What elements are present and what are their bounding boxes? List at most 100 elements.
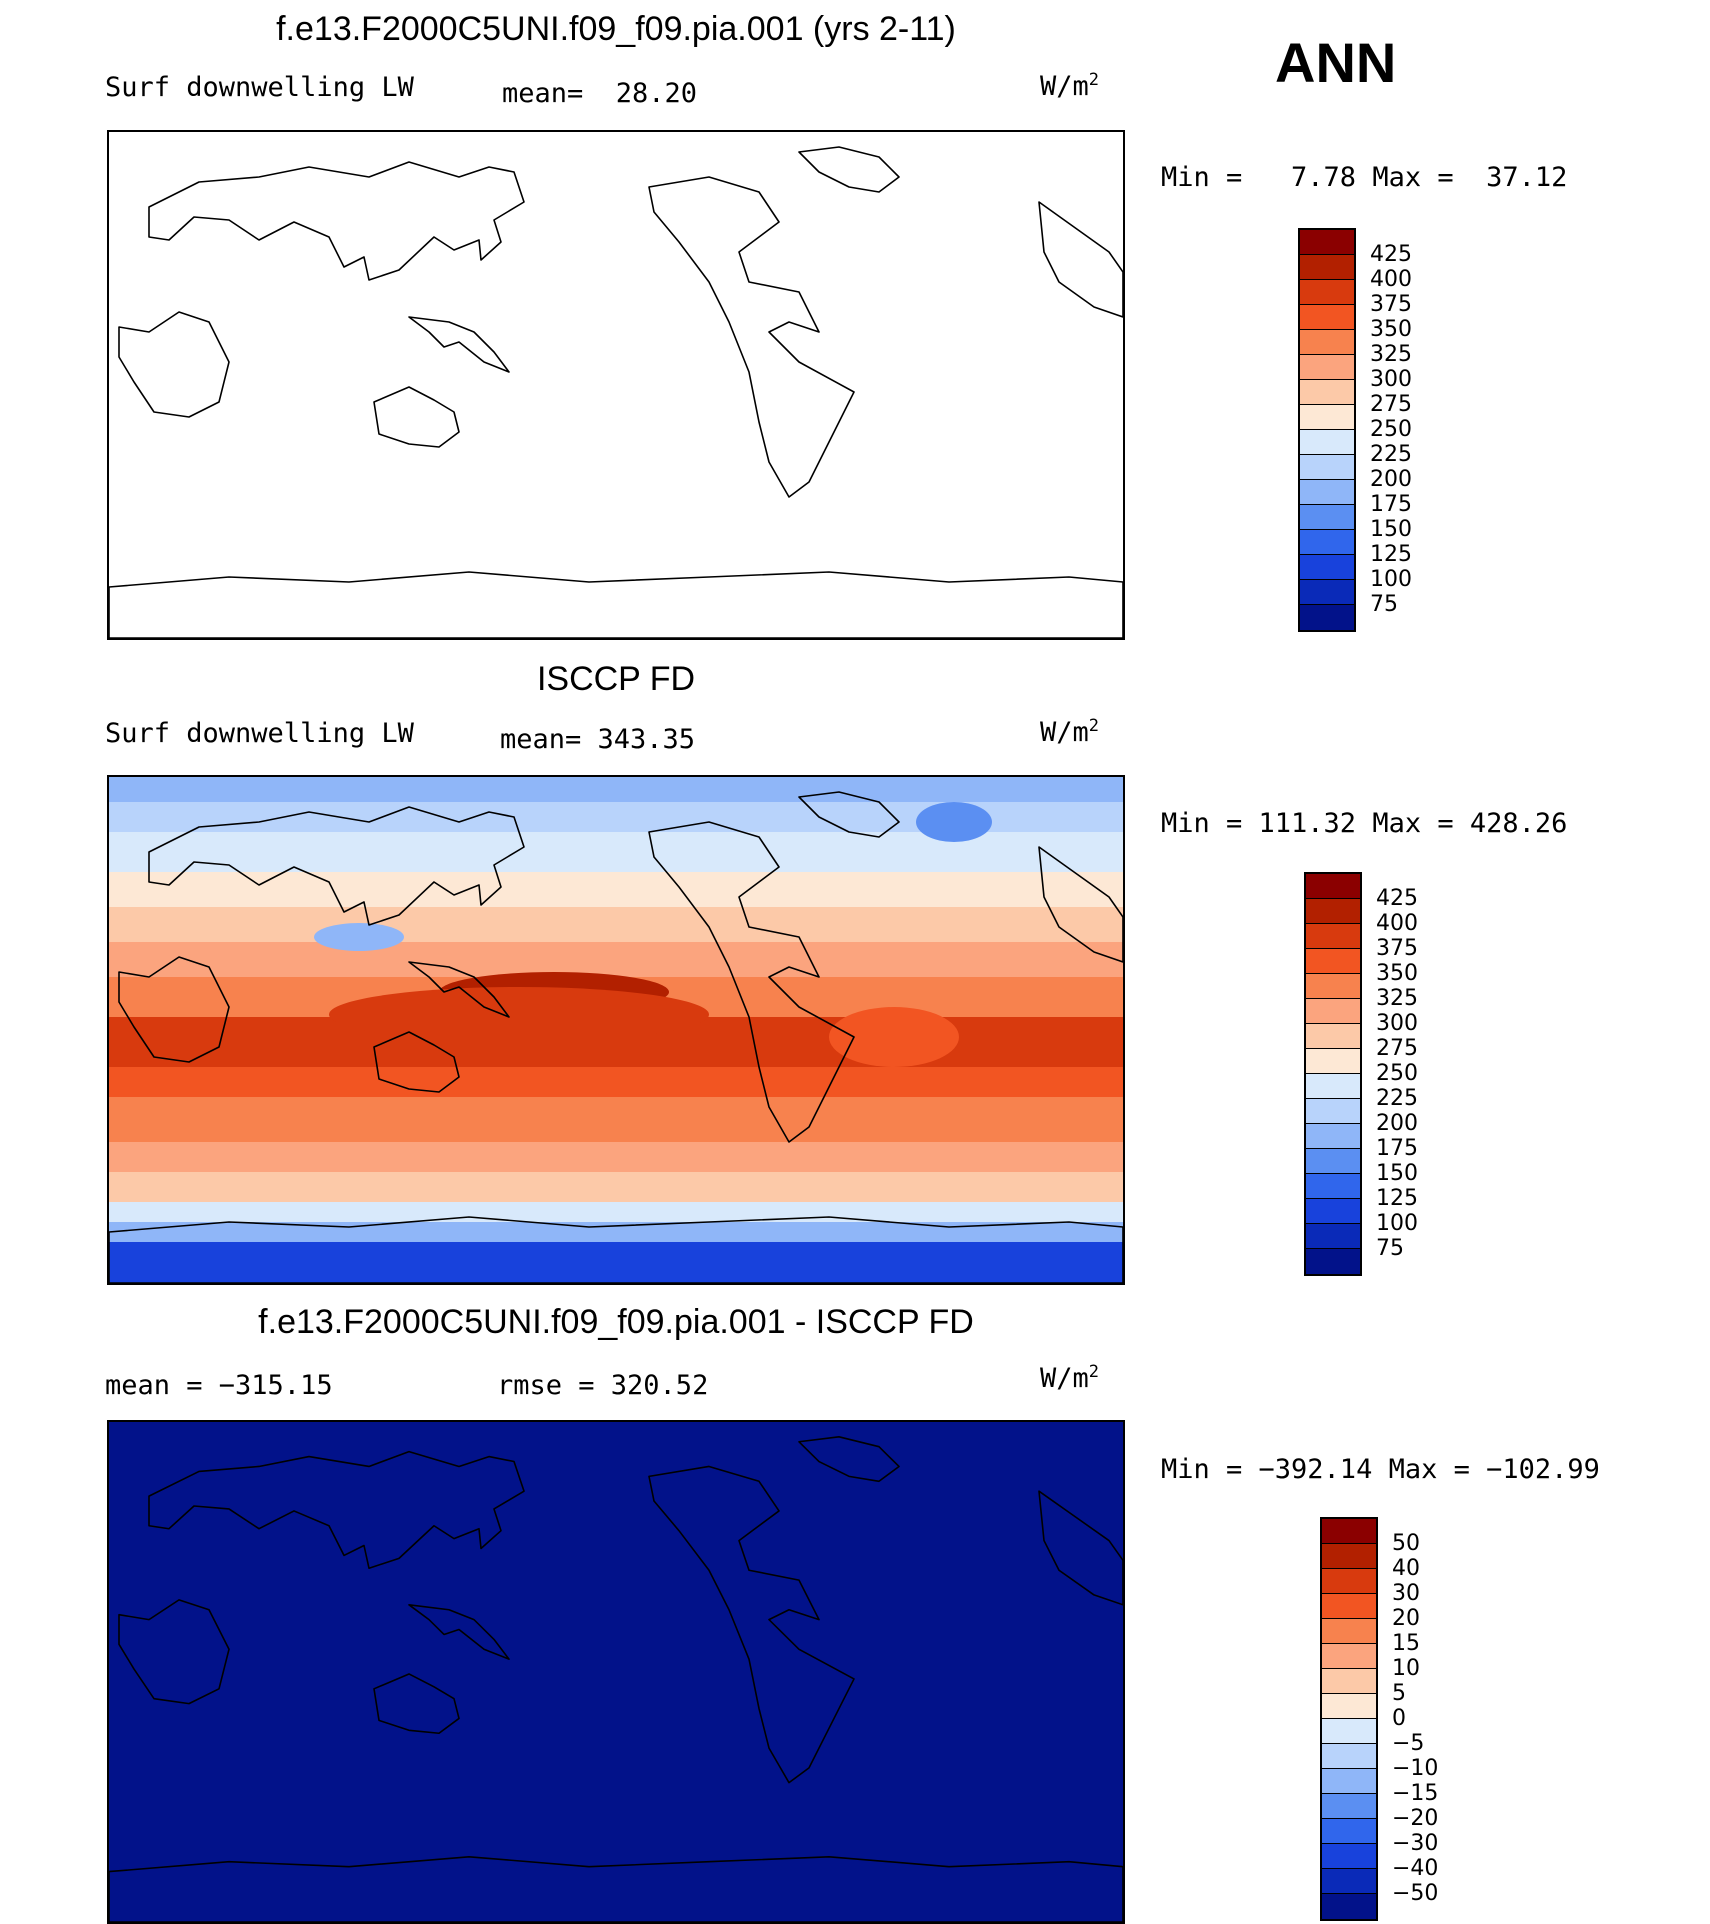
panel-3-colorbar-swatch bbox=[1322, 1769, 1376, 1794]
panel-1-mean-label: mean= 28.20 bbox=[502, 78, 698, 109]
contour-band bbox=[109, 1202, 1123, 1222]
coastline bbox=[118, 1599, 230, 1705]
panel-2-colorbar-swatch bbox=[1306, 874, 1360, 899]
coastline bbox=[148, 806, 525, 926]
panel-1-colorbar-swatches bbox=[1298, 228, 1356, 632]
panel-3-colorbar-tick-label: 50 bbox=[1392, 1531, 1420, 1556]
panel-1-colorbar-tick-label: 100 bbox=[1370, 567, 1412, 592]
panel-3-colorbar-tick-label: −15 bbox=[1392, 1781, 1439, 1806]
panel-2-variable-label: Surf downwelling LW bbox=[105, 718, 414, 749]
contour-band bbox=[109, 907, 1123, 942]
panel-3-mean-label: mean = −315.15 bbox=[105, 1370, 333, 1401]
panel-1-colorbar-swatch bbox=[1300, 380, 1354, 405]
panel-2-colorbar-tick-label: 425 bbox=[1376, 886, 1418, 911]
panel-2-colorbar-tick-label: 200 bbox=[1376, 1111, 1418, 1136]
difference-fill bbox=[109, 1422, 1123, 1922]
panel-1-colorbar-swatch bbox=[1300, 330, 1354, 355]
coastline bbox=[373, 1031, 460, 1093]
panel-2-colorbar-tick-label: 250 bbox=[1376, 1061, 1418, 1086]
panel-3-colorbar-swatch bbox=[1322, 1844, 1376, 1869]
panel-2-colorbar-swatches bbox=[1304, 872, 1362, 1276]
panel-1-colorbar-tick-label: 250 bbox=[1370, 417, 1412, 442]
panel-2-colorbar-tick-label: 400 bbox=[1376, 911, 1418, 936]
panel-1-colorbar-tick-label: 225 bbox=[1370, 442, 1412, 467]
panel-1-colorbar-tick-label: 400 bbox=[1370, 267, 1412, 292]
panel-2-minmax: Min = 111.32 Max = 428.26 bbox=[1161, 808, 1568, 839]
panel-1-colorbar-swatch bbox=[1300, 280, 1354, 305]
panel-2-map bbox=[107, 775, 1125, 1285]
panel-2-colorbar-tick-label: 325 bbox=[1376, 986, 1418, 1011]
panel-1-colorbar-tick-label: 175 bbox=[1370, 492, 1412, 517]
panel-1-colorbar-tick-label: 375 bbox=[1370, 292, 1412, 317]
panel-2-colorbar: 425 400 375 350 325 300 275 250 225 200 175 150 125 1… bbox=[1304, 872, 1418, 1276]
panel-2-colorbar-swatch bbox=[1306, 1049, 1360, 1074]
panel-1-colorbar-swatch bbox=[1300, 455, 1354, 480]
panel-3-colorbar-tick-label: 15 bbox=[1392, 1631, 1420, 1656]
panel-3-minmax: Min = −392.14 Max = −102.99 bbox=[1161, 1454, 1600, 1485]
panel-1-colorbar-tick-label: 300 bbox=[1370, 367, 1412, 392]
contour-feature bbox=[329, 987, 709, 1042]
coastline bbox=[798, 1436, 900, 1483]
panel-1-map-svg bbox=[109, 146, 1123, 638]
panel-2-colorbar-swatch bbox=[1306, 1099, 1360, 1124]
panel-1-colorbar-swatch bbox=[1300, 530, 1354, 555]
panel-3-colorbar-tick-label: 30 bbox=[1392, 1581, 1420, 1606]
coastline bbox=[798, 146, 900, 193]
panel-2-colorbar-tick-label: 375 bbox=[1376, 936, 1418, 961]
coastline bbox=[373, 386, 460, 448]
coastline bbox=[148, 1450, 525, 1570]
panel-1-colorbar-swatch bbox=[1300, 430, 1354, 455]
panel-3-colorbar-swatch bbox=[1322, 1544, 1376, 1569]
panel-2-title: ISCCP FD bbox=[536, 660, 696, 698]
panel-3-colorbar-swatch bbox=[1322, 1519, 1376, 1544]
panel-1-colorbar-swatch bbox=[1300, 230, 1354, 255]
panel-1-colorbar-swatch bbox=[1300, 355, 1354, 380]
panel-2-colorbar-swatch bbox=[1306, 1024, 1360, 1049]
panel-3-colorbar-swatch bbox=[1322, 1569, 1376, 1594]
panel-2-colorbar-swatch bbox=[1306, 924, 1360, 949]
coastline bbox=[109, 571, 1123, 638]
panel-2-colorbar-tick-label: 150 bbox=[1376, 1161, 1418, 1186]
panel-1-colorbar-tick-label: 75 bbox=[1370, 592, 1398, 617]
panel-1-colorbar-swatch bbox=[1300, 555, 1354, 580]
panel-2-colorbar-swatch bbox=[1306, 1149, 1360, 1174]
panel-3-colorbar-swatch bbox=[1322, 1894, 1376, 1919]
panel-3-colorbar-tick-label: −10 bbox=[1392, 1756, 1439, 1781]
panel-3-colorbar-swatch bbox=[1322, 1644, 1376, 1669]
panel-2-colorbar-swatch bbox=[1306, 1124, 1360, 1149]
coastline bbox=[798, 791, 900, 838]
panel-3-colorbar-tick-label: −40 bbox=[1392, 1856, 1439, 1881]
tibet-low bbox=[314, 923, 404, 951]
panel-1-colorbar-swatch bbox=[1300, 255, 1354, 280]
panel-3-colorbar-tick-label: 5 bbox=[1392, 1681, 1406, 1706]
panel-3-colorbar-swatch bbox=[1322, 1869, 1376, 1894]
panel-2-mean-label: mean= 343.35 bbox=[500, 724, 696, 755]
panel-1-title: f.e13.F2000C5UNI.f09_f09.pia.001 (yrs 2-… bbox=[276, 10, 956, 48]
panel-2-colorbar-tick-label: 125 bbox=[1376, 1186, 1418, 1211]
coastline bbox=[373, 1673, 460, 1735]
panel-2-colorbar-swatch bbox=[1306, 1249, 1360, 1274]
panel-1-colorbar-tick-label: 200 bbox=[1370, 467, 1412, 492]
coastline bbox=[408, 1604, 510, 1660]
season-label: ANN bbox=[1275, 31, 1397, 94]
panel-1-minmax: Min = 7.78 Max = 37.12 bbox=[1161, 162, 1568, 193]
panel-1-colorbar-swatch bbox=[1300, 305, 1354, 330]
panel-1-colorbar: 425 400 375 350 325 300 275 250 225 200 175 150 125 1… bbox=[1298, 228, 1412, 632]
contour-band bbox=[109, 942, 1123, 977]
coastline bbox=[118, 956, 230, 1063]
coastline bbox=[1038, 846, 1123, 963]
panel-2-colorbar-tick-label: 175 bbox=[1376, 1136, 1418, 1161]
coastline bbox=[1038, 201, 1123, 318]
panel-2-colorbar-tick-label: 275 bbox=[1376, 1036, 1418, 1061]
panel-3-colorbar-tick-label: −50 bbox=[1392, 1881, 1439, 1906]
panel-2-colorbar-tick-label: 75 bbox=[1376, 1236, 1404, 1261]
panel-2-colorbar-tick-label: 225 bbox=[1376, 1086, 1418, 1111]
panel-3-colorbar-swatch bbox=[1322, 1819, 1376, 1844]
panel-3-colorbar-tick-label: 10 bbox=[1392, 1656, 1420, 1681]
panel-3-colorbar-swatch bbox=[1322, 1594, 1376, 1619]
panel-3-rmse-label: rmse = 320.52 bbox=[497, 1370, 709, 1401]
contour-band bbox=[109, 1222, 1123, 1242]
panel-2-map-svg bbox=[109, 777, 1123, 1283]
panel-1-units: W/m2 bbox=[1040, 70, 1100, 102]
coastline bbox=[109, 1216, 1123, 1283]
